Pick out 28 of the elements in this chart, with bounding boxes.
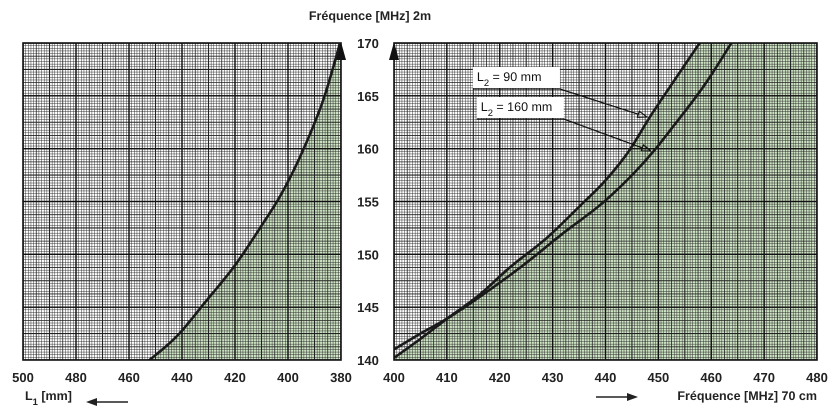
x-tick-label: 430 [542, 370, 564, 385]
y-tick-label: 145 [357, 300, 379, 316]
y-tick-label: 155 [357, 194, 379, 210]
x-tick-label: 400 [383, 370, 405, 385]
y-tick-label: 170 [357, 36, 379, 51]
x-tick-label: 470 [753, 370, 775, 385]
x-axis-title: L$_{1}$ [mm] [25, 389, 72, 407]
x-tick-label: 460 [700, 370, 722, 385]
y-tick-label: 160 [357, 142, 379, 157]
y-tick-label: 165 [357, 88, 379, 104]
x-tick-label: 440 [171, 370, 193, 385]
annotation: L$_{2}$ = 160 mm [480, 100, 552, 118]
x-tick-label: 480 [65, 370, 87, 385]
x-tick-label: 480 [806, 370, 828, 385]
y-tick-label: 140 [357, 353, 379, 368]
x-tick-label: 450 [648, 370, 670, 385]
x-tick-label: 460 [118, 370, 140, 385]
x-tick-label: 420 [488, 370, 511, 385]
annotation: L$_{2}$ = 90 mm [476, 70, 542, 88]
y-tick-label: 150 [357, 247, 379, 262]
x-tick-label: 500 [12, 370, 34, 385]
x-tick-label: 410 [436, 370, 458, 385]
x-tick-label: 400 [277, 370, 299, 385]
x-tick-label: 420 [224, 370, 246, 385]
x-tick-label: 440 [594, 370, 616, 385]
x-tick-label: 380 [330, 370, 352, 385]
y-axis-title: Fréquence [MHz] 2m [308, 9, 432, 23]
x-axis-title: Fréquence [MHz] 70 cm [677, 389, 817, 403]
